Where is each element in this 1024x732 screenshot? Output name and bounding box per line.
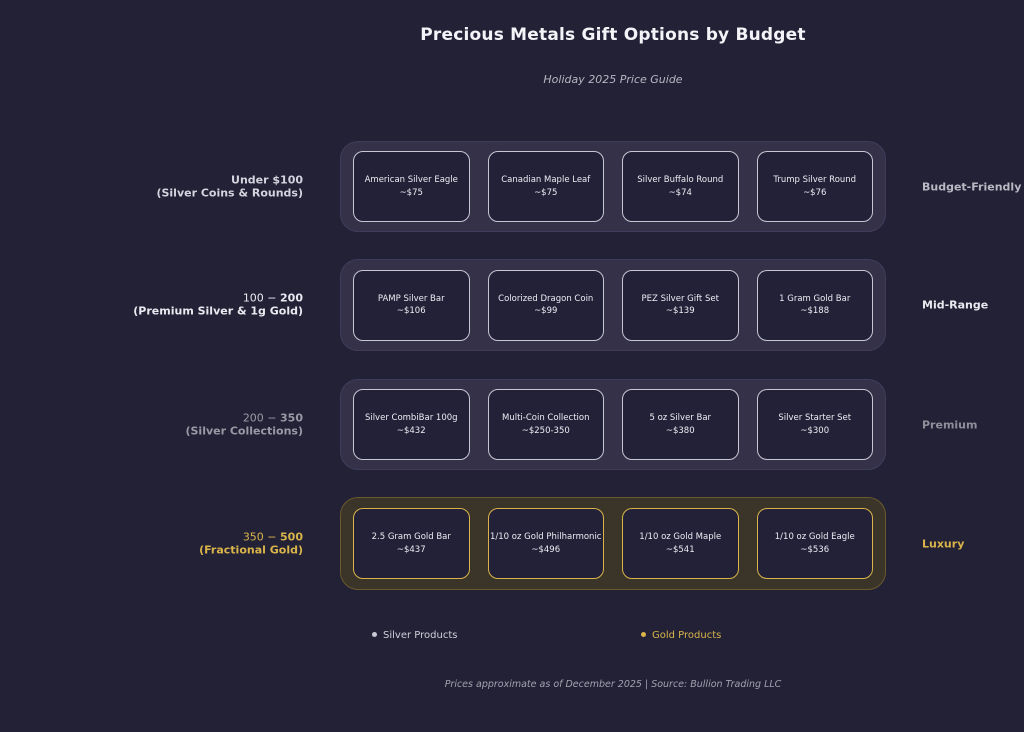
product-name: 1/10 oz Gold Philharmonic [490,532,602,543]
product-price: ~$250-350 [521,425,570,436]
row-budget-label: 200 − 350 (Silver Collections) [185,411,303,438]
product-price: ~$437 [396,544,426,555]
product-price: ~$380 [665,425,695,436]
tier-label: Luxury [922,537,965,550]
budget-category-label: (Premium Silver & 1g Gold) [133,305,303,318]
product-card: 5 oz Silver Bar ~$380 [622,389,739,460]
product-card: 2.5 Gram Gold Bar ~$437 [353,508,470,579]
product-card: Canadian Maple Leaf ~$75 [487,151,604,222]
product-card: 1/10 oz Gold Maple ~$541 [622,508,739,579]
product-name: Multi-Coin Collection [502,413,590,424]
budget-range: 100 − 200 [133,292,303,305]
budget-range: Under $100 [156,173,303,186]
product-name: Silver Buffalo Round [637,175,724,186]
budget-category-label: (Silver Collections) [185,424,303,438]
product-card: Trump Silver Round ~$76 [756,151,873,222]
product-name: PAMP Silver Bar [377,293,445,304]
product-card: 1/10 oz Gold Philharmonic ~$496 [487,508,604,579]
product-price: ~$541 [665,544,695,555]
product-price: ~$75 [399,187,423,198]
product-card: PEZ Silver Gift Set ~$139 [622,269,739,341]
budget-category-label: (Fractional Gold) [199,543,303,557]
product-price: ~$432 [396,425,426,436]
product-band: 2.5 Gram Gold Bar ~$437 1/10 oz Gold Phi… [340,497,886,590]
product-band: American Silver Eagle ~$75 Canadian Mapl… [340,141,886,232]
product-price: ~$300 [800,425,830,436]
product-price: ~$536 [800,544,830,555]
product-price: ~$76 [803,187,827,198]
product-name: 1 Gram Gold Bar [779,293,851,304]
product-name: 1/10 oz Gold Eagle [774,532,855,543]
product-price: ~$139 [665,306,695,316]
tier-label: Mid-Range [922,298,989,312]
gold-dot-icon [641,632,646,637]
product-card: PAMP Silver Bar ~$106 [353,269,470,341]
row-budget-label: 350 − 500 (Fractional Gold) [199,530,303,557]
silver-dot-icon [372,632,377,637]
budget-row-200-350: 200 − 350 (Silver Collections) Silver Co… [0,379,1024,470]
product-price: ~$106 [396,306,426,316]
tier-label: Budget-Friendly [922,180,1022,193]
budget-range-bold: 350 [280,411,303,425]
budget-range-bold: 500 [280,530,303,544]
legend-item-gold: Gold Products [641,630,721,641]
budget-range-bold: 200 [280,291,303,305]
product-card: Silver Buffalo Round ~$74 [622,151,739,222]
product-name: PEZ Silver Gift Set [641,293,719,304]
budget-category-label: (Silver Coins & Rounds) [156,186,303,200]
product-price: ~$496 [531,544,561,555]
product-card: 1 Gram Gold Bar ~$188 [756,269,873,341]
budget-range-light: 100 − [242,291,281,305]
budget-row-100-200: 100 − 200 (Premium Silver & 1g Gold) PAM… [0,259,1024,351]
product-name: 5 oz Silver Bar [649,413,712,424]
page-title: Precious Metals Gift Options by Budget [420,25,806,45]
product-price: ~$74 [668,187,692,198]
product-name: Trump Silver Round [773,175,857,186]
legend-silver-label: Silver Products [383,630,458,641]
product-name: Canadian Maple Leaf [501,175,591,186]
source-note: Prices approximate as of December 2025 |… [444,679,782,690]
product-band: PAMP Silver Bar ~$106 Colorized Dragon C… [340,259,886,351]
product-band: Silver CombiBar 100g ~$432 Multi-Coin Co… [340,379,886,470]
legend-item-silver: Silver Products [372,630,457,641]
product-name: 2.5 Gram Gold Bar [371,532,451,543]
product-name: 1/10 oz Gold Maple [639,532,722,543]
product-price: ~$99 [534,306,558,316]
product-card: Silver Starter Set ~$300 [756,389,873,460]
budget-range-bold: Under $100 [231,173,303,187]
product-price: ~$188 [800,306,830,316]
row-budget-label: Under $100 (Silver Coins & Rounds) [156,173,303,200]
product-name: Silver Starter Set [778,413,852,424]
page-subtitle: Holiday 2025 Price Guide [543,73,683,86]
product-price: ~$75 [534,187,558,198]
budget-row-under-100: Under $100 (Silver Coins & Rounds) Ameri… [0,141,1024,232]
product-name: American Silver Eagle [364,175,458,186]
row-budget-label: 100 − 200 (Premium Silver & 1g Gold) [133,292,303,319]
product-name: Silver CombiBar 100g [364,413,458,424]
product-card: Silver CombiBar 100g ~$432 [353,389,470,460]
budget-range: 200 − 350 [185,411,303,424]
product-card: 1/10 oz Gold Eagle ~$536 [756,508,873,579]
product-card: American Silver Eagle ~$75 [353,151,470,222]
product-name: Colorized Dragon Coin [498,293,594,304]
product-card: Colorized Dragon Coin ~$99 [487,269,604,341]
budget-row-350-500: 350 − 500 (Fractional Gold) 2.5 Gram Gol… [0,497,1024,590]
budget-range: 350 − 500 [199,530,303,543]
product-card: Multi-Coin Collection ~$250-350 [487,389,604,460]
budget-range-light: 350 − [242,530,281,544]
legend-gold-label: Gold Products [652,630,722,641]
tier-label: Premium [922,418,978,431]
budget-range-light: 200 − [242,411,281,425]
